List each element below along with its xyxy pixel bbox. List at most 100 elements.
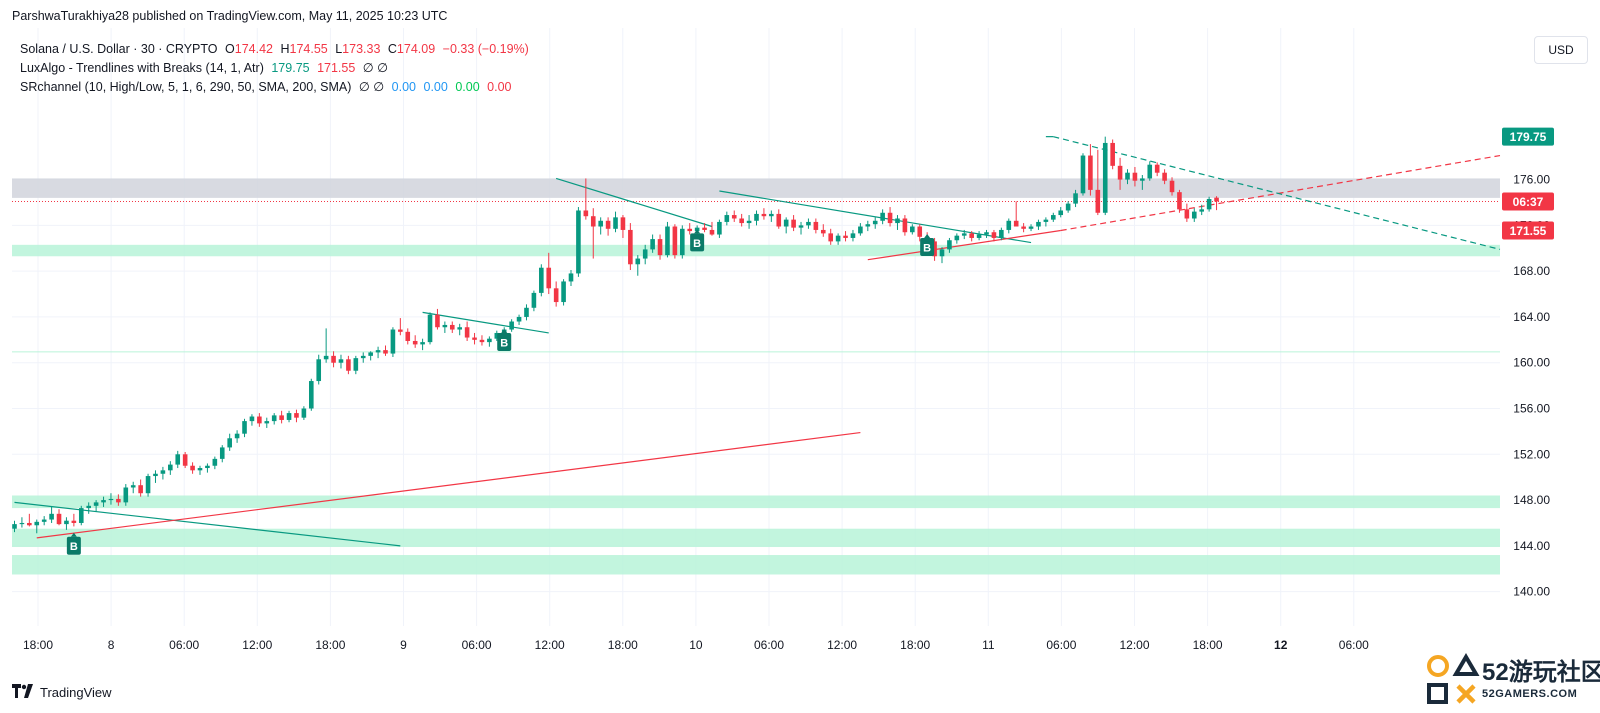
candle: [813, 218, 819, 234]
candle-body: [598, 220, 603, 227]
candle-body: [153, 473, 158, 477]
candle-body: [1095, 189, 1101, 213]
candle-body: [108, 498, 114, 501]
candle-body: [865, 224, 871, 227]
candle-body: [1169, 180, 1175, 193]
candle: [539, 264, 544, 297]
candle: [49, 506, 54, 523]
candle: [917, 224, 923, 242]
candle: [1177, 189, 1182, 213]
candle: [991, 229, 997, 242]
candle: [457, 323, 462, 336]
candle: [494, 330, 500, 341]
candle: [1073, 189, 1078, 208]
candle-body: [360, 355, 366, 359]
candle-body: [56, 513, 62, 525]
high-label: H: [280, 42, 290, 56]
time-tick-label: 12: [1274, 638, 1288, 652]
candle: [561, 279, 566, 306]
candle: [1013, 201, 1019, 227]
candle: [1154, 162, 1160, 177]
break-marker-pointer: [501, 328, 508, 333]
indicator-name[interactable]: LuxAlgo - Trendlines with Breaks (14, 1,…: [20, 61, 264, 75]
candle-body: [116, 498, 121, 503]
candle: [331, 351, 336, 368]
currency-button[interactable]: USD: [1534, 36, 1588, 64]
candle: [375, 346, 381, 359]
candle-body: [249, 416, 255, 422]
candle-body: [902, 218, 908, 233]
legend-indicator-trendlines[interactable]: LuxAlgo - Trendlines with Breaks (14, 1,…: [20, 59, 533, 78]
candle: [86, 502, 91, 514]
indicator-value-upper: 179.75: [271, 61, 310, 75]
close-label: C: [387, 42, 397, 56]
candle-body: [531, 292, 537, 308]
candle: [405, 328, 411, 345]
price-tick-label: 144.00: [1513, 539, 1550, 553]
legend-symbol-row[interactable]: Solana / U.S. Dollar · 30 · CRYPTO O174.…: [20, 40, 533, 59]
candle-body: [746, 220, 752, 224]
legend-indicator-srchannel[interactable]: SRchannel (10, High/Low, 5, 1, 6, 290, 5…: [20, 78, 533, 97]
watermark-text: 52游玩社区: [1482, 659, 1600, 686]
candle-body: [761, 213, 767, 217]
time-tick-label: 9: [400, 638, 407, 652]
symbol-name[interactable]: Solana / U.S. Dollar · 30 · CRYPTO: [20, 42, 218, 56]
sr-zone: [12, 244, 1500, 257]
candle-body: [783, 219, 789, 227]
candle: [123, 484, 129, 506]
candle: [242, 418, 247, 438]
candle-body: [1080, 155, 1086, 194]
candle: [568, 270, 574, 287]
time-tick-label: 12:00: [827, 638, 857, 652]
candle-body: [242, 421, 247, 434]
time-tick-label: 18:00: [1193, 638, 1223, 652]
candle: [887, 207, 893, 227]
candle: [895, 215, 900, 230]
candle: [598, 217, 603, 235]
candle-body: [205, 465, 210, 469]
candle: [257, 413, 262, 427]
candle: [1051, 212, 1056, 222]
candle-body: [546, 267, 552, 289]
indicator-value-1: 0.00: [391, 80, 417, 94]
break-marker-label: B: [923, 242, 931, 254]
candle: [101, 496, 106, 507]
candle-body: [412, 340, 418, 345]
candle-body: [1199, 209, 1204, 212]
candle-body: [123, 487, 129, 503]
open-value: 174.42: [234, 42, 273, 56]
candle: [1184, 203, 1190, 222]
candle-body: [212, 458, 218, 466]
trendlines: [14, 136, 1501, 547]
candle: [130, 481, 136, 494]
candle-body: [1191, 211, 1197, 219]
candle-body: [34, 521, 40, 526]
candle-body: [93, 502, 99, 506]
price-tick-label: 140.00: [1513, 585, 1550, 599]
candle: [464, 321, 470, 341]
candle: [642, 244, 648, 265]
candle-body: [961, 233, 967, 236]
candle: [576, 207, 581, 277]
candle-body: [1073, 193, 1078, 204]
candle: [553, 281, 559, 307]
break-marker-pointer: [924, 233, 931, 238]
candle-body: [516, 316, 522, 322]
candle-body: [71, 520, 77, 523]
candle: [390, 327, 396, 357]
indicator-value-empty: ∅ ∅: [358, 80, 385, 94]
candle-body: [910, 226, 915, 233]
indicator-name[interactable]: SRchannel (10, High/Low, 5, 1, 6, 290, 5…: [20, 80, 352, 94]
tradingview-logo[interactable]: TradingView: [12, 684, 112, 701]
candle: [1199, 204, 1204, 216]
candle-body: [420, 342, 425, 345]
candle: [487, 336, 492, 347]
candle-body: [984, 232, 989, 235]
time-tick-label: 18:00: [23, 638, 53, 652]
candle: [776, 209, 782, 229]
candle: [398, 318, 403, 336]
candle: [791, 215, 796, 232]
candle: [1140, 174, 1145, 190]
candle: [524, 304, 529, 321]
